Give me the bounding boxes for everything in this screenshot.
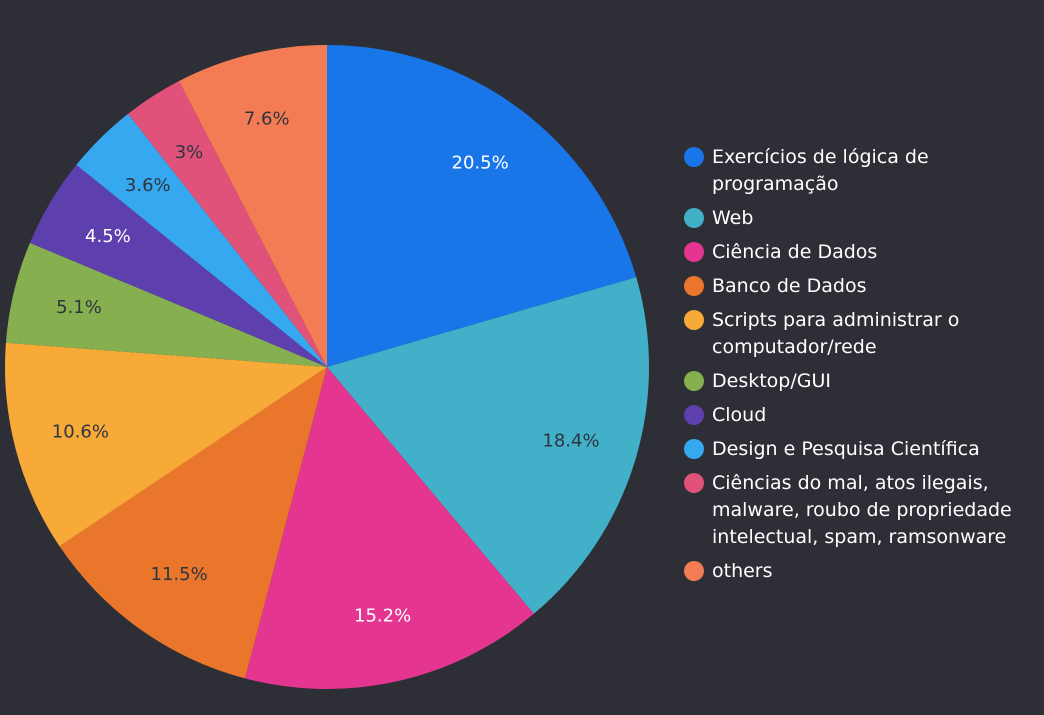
slice-value-label: 20.5% — [452, 153, 509, 174]
legend-swatch — [684, 439, 704, 459]
legend-item[interactable]: Banco de Dados — [684, 273, 1034, 300]
legend-item[interactable]: Design e Pesquisa Científica — [684, 436, 1034, 463]
pie-value-labels: 20.5% 18.4% 15.2% 11.5% 10.6% 5.1% 4.5% 3.6%3% 7… — [52, 109, 600, 627]
legend-item[interactable]: Desktop/GUI — [684, 368, 1034, 395]
legend-swatch — [684, 242, 704, 262]
legend-label: Web — [712, 207, 754, 229]
legend-swatch — [684, 208, 704, 228]
slice-value-label: 5.1% — [56, 297, 102, 318]
legend-label: Banco de Dados — [712, 275, 867, 297]
pie-slice[interactable] — [244, 367, 534, 689]
legend-item[interactable]: Exercícios de lógica de programação — [684, 144, 1034, 198]
legend-label: Ciências do mal, atos ilegais, malware, … — [712, 472, 1012, 548]
slice-value-label: 11.5% — [151, 564, 208, 585]
pie-slices — [4, 45, 649, 689]
legend-item[interactable]: Scripts para administrar o computador/re… — [684, 307, 1034, 361]
pie-slice[interactable] — [76, 113, 327, 367]
pie-slice[interactable] — [5, 242, 327, 367]
legend-item[interactable]: others — [684, 558, 1034, 585]
slice-value-label: 18.4% — [542, 431, 599, 452]
legend-label: Cloud — [712, 404, 767, 426]
pie-slice[interactable] — [59, 367, 328, 679]
legend-item[interactable]: Cloud — [684, 402, 1034, 429]
legend-swatch — [684, 371, 704, 391]
legend-label: Ciência de Dados — [712, 241, 878, 263]
legend-swatch — [684, 147, 704, 167]
slice-value-label: 4.5% — [85, 226, 131, 247]
chart-legend: Exercícios de lógica de programação Web Ci… — [684, 144, 1034, 592]
pie-slice[interactable] — [327, 277, 649, 614]
legend-swatch — [684, 310, 704, 330]
pie-slice[interactable] — [128, 81, 327, 368]
legend-item[interactable]: Ciências do mal, atos ilegais, malware, … — [684, 470, 1034, 551]
pie-slice[interactable] — [327, 45, 637, 367]
legend-label: others — [712, 560, 773, 582]
legend-item[interactable]: Web — [684, 205, 1034, 232]
pie-slice[interactable] — [29, 164, 328, 367]
slice-value-label: 10.6% — [52, 422, 109, 443]
legend-label: Scripts para administrar o computador/re… — [712, 309, 960, 358]
legend-label: Design e Pesquisa Científica — [712, 438, 980, 460]
pie-slice[interactable] — [4, 342, 327, 547]
legend-swatch — [684, 561, 704, 581]
slice-value-label: 7.6% — [244, 109, 290, 130]
legend-item[interactable]: Ciência de Dados — [684, 239, 1034, 266]
slice-value-label: 15.2% — [354, 605, 411, 626]
legend-swatch — [684, 405, 704, 425]
legend-swatch — [684, 473, 704, 493]
slice-value-label: 3% — [175, 142, 204, 163]
legend-label: Exercícios de lógica de programação — [712, 146, 929, 195]
slice-value-label: 3.6% — [125, 175, 171, 196]
legend-swatch — [684, 276, 704, 296]
pie-slice[interactable] — [179, 45, 327, 367]
legend-label: Desktop/GUI — [712, 370, 831, 392]
